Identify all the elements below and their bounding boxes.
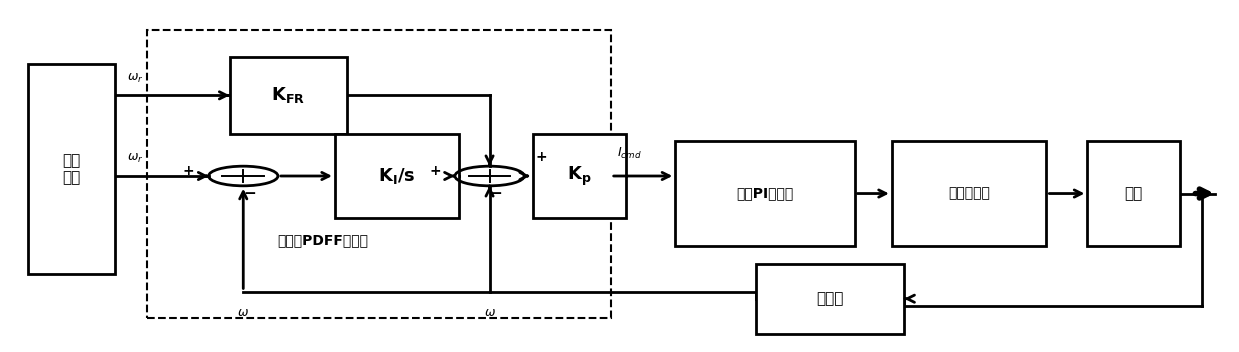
Text: 传感器: 传感器 bbox=[817, 291, 844, 306]
Bar bbox=[28, 64, 114, 274]
Text: $\mathbf{K_I/s}$: $\mathbf{K_I/s}$ bbox=[378, 166, 415, 186]
Text: +: + bbox=[183, 164, 195, 178]
Text: $\omega_r$: $\omega_r$ bbox=[126, 72, 144, 85]
Text: $I_{cmd}$: $I_{cmd}$ bbox=[617, 146, 642, 161]
Text: $\mathbf{K_p}$: $\mathbf{K_p}$ bbox=[567, 164, 591, 188]
Text: 功率转换器: 功率转换器 bbox=[948, 187, 990, 201]
Text: $\mathbf{K_{FR}}$: $\mathbf{K_{FR}}$ bbox=[271, 85, 306, 105]
Text: 电流PI控制器: 电流PI控制器 bbox=[736, 187, 793, 201]
Text: $\omega_r$: $\omega_r$ bbox=[126, 152, 144, 165]
Bar bbox=[146, 31, 611, 318]
Bar bbox=[756, 264, 904, 334]
Text: 指令
输入: 指令 输入 bbox=[62, 153, 81, 185]
Text: −: − bbox=[243, 186, 255, 201]
Text: $\omega$: $\omega$ bbox=[238, 306, 249, 319]
Bar bbox=[229, 57, 347, 134]
Text: +: + bbox=[535, 150, 548, 164]
Bar bbox=[533, 134, 626, 218]
Text: $\omega$: $\omega$ bbox=[483, 306, 496, 319]
Text: +: + bbox=[429, 164, 441, 178]
Bar bbox=[892, 141, 1047, 246]
Bar bbox=[335, 134, 458, 218]
Bar bbox=[1088, 141, 1180, 246]
Bar bbox=[675, 141, 855, 246]
Text: 电机: 电机 bbox=[1125, 186, 1142, 201]
Text: 速度环PDFF控制器: 速度环PDFF控制器 bbox=[278, 233, 368, 247]
Text: −: − bbox=[489, 186, 502, 201]
